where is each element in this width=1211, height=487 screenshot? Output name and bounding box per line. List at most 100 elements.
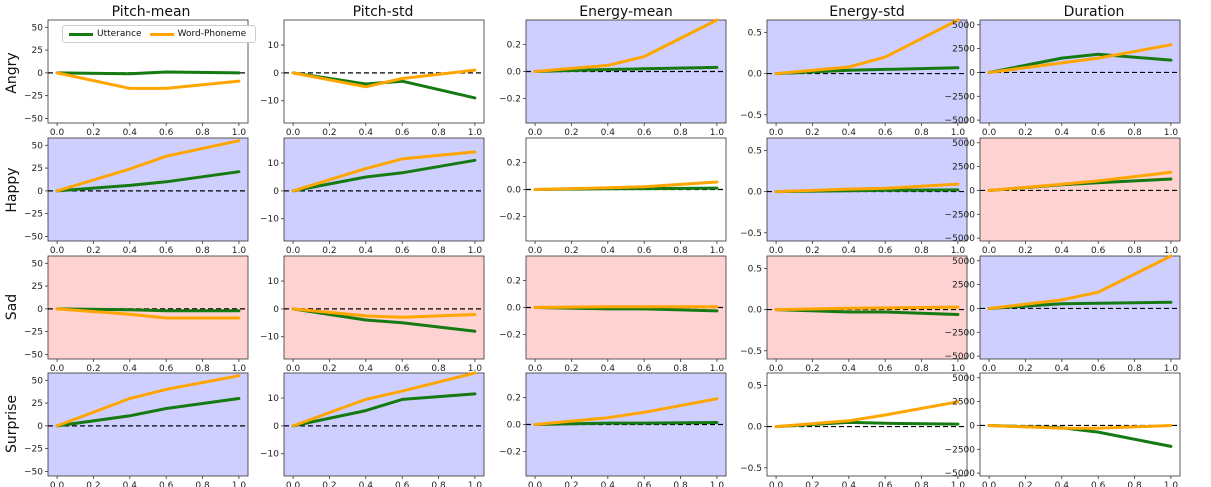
series-line-word-phoneme-angry-pitch-mean xyxy=(55,71,241,90)
xtick-label-surprise-pitch-mean: 0.2 xyxy=(86,481,100,487)
xtick-label-surprise-pitch-std: 0.0 xyxy=(286,481,301,487)
series-line-word-phoneme-sad-duration xyxy=(987,254,1173,310)
xtick-label-sad-pitch-std: 1.0 xyxy=(468,364,483,374)
xtick-label-happy-pitch-mean: 0.8 xyxy=(195,246,210,256)
series-line-utterance-surprise-pitch-std xyxy=(291,392,477,428)
series-line-word-phoneme-surprise-pitch-mean xyxy=(55,374,241,428)
ytick-label-happy-pitch-mean: −25 xyxy=(24,210,43,220)
series-line-utterance-sad-duration xyxy=(987,300,1173,310)
xtick-label-angry-pitch-std: 0.8 xyxy=(431,128,446,138)
panel-surprise-pitch-mean xyxy=(47,372,249,477)
ytick-label-surprise-pitch-mean: 25 xyxy=(32,399,43,409)
xtick-label-happy-pitch-std: 1.0 xyxy=(468,246,483,256)
panel-surprise-duration xyxy=(979,372,1181,477)
xtick-label-angry-energy-std: 0.2 xyxy=(805,128,819,138)
ytick-label-sad-energy-mean: 0.2 xyxy=(507,276,521,286)
xtick-label-happy-duration: 0.4 xyxy=(1055,246,1070,256)
ytick-label-sad-duration: −2500 xyxy=(945,328,976,338)
xtick-label-sad-energy-mean: 0.8 xyxy=(673,364,688,374)
xtick-label-surprise-duration: 0.6 xyxy=(1091,481,1106,487)
ytick-label-angry-energy-mean: 0.2 xyxy=(507,40,521,50)
xtick-label-surprise-energy-std: 0.4 xyxy=(842,481,857,487)
ytick-label-surprise-duration: 5000 xyxy=(952,374,975,384)
xtick-label-angry-energy-mean: 0.6 xyxy=(637,128,652,138)
series-line-utterance-sad-energy-std xyxy=(774,308,960,316)
xtick-label-surprise-energy-mean: 0.8 xyxy=(673,481,688,487)
ytick-label-happy-energy-std: −0.5 xyxy=(740,229,762,239)
ytick-label-surprise-energy-std: 0.0 xyxy=(748,423,763,433)
ytick-label-surprise-energy-mean: −0.2 xyxy=(499,448,521,458)
xtick-label-surprise-energy-mean: 1.0 xyxy=(710,481,725,487)
xtick-label-surprise-energy-std: 0.6 xyxy=(878,481,893,487)
series-line-word-phoneme-happy-energy-mean xyxy=(533,180,719,191)
xtick-label-happy-duration: 0.0 xyxy=(982,246,997,256)
xtick-label-surprise-energy-std: 0.0 xyxy=(769,481,784,487)
xtick-label-angry-energy-mean: 0.0 xyxy=(528,128,543,138)
series-line-utterance-angry-energy-std xyxy=(774,66,960,76)
xtick-label-happy-duration: 1.0 xyxy=(1164,246,1179,256)
xtick-label-sad-pitch-mean: 1.0 xyxy=(232,364,247,374)
xtick-label-angry-pitch-mean: 0.8 xyxy=(195,128,210,138)
series-line-word-phoneme-happy-duration xyxy=(987,170,1173,192)
xtick-label-happy-pitch-std: 0.4 xyxy=(359,246,374,256)
xtick-label-sad-energy-std: 0.4 xyxy=(842,364,857,374)
ytick-label-happy-pitch-mean: 0 xyxy=(37,187,43,197)
ytick-label-happy-duration: 2500 xyxy=(952,163,975,173)
legend-swatch-utterance xyxy=(69,32,93,36)
xtick-label-angry-pitch-std: 1.0 xyxy=(468,128,483,138)
series-line-word-phoneme-sad-pitch-std xyxy=(291,307,477,319)
xtick-label-sad-duration: 0.0 xyxy=(982,364,997,374)
xtick-label-sad-energy-std: 0.6 xyxy=(878,364,893,374)
xtick-label-happy-energy-std: 0.4 xyxy=(842,246,857,256)
ytick-label-angry-energy-std: 0.0 xyxy=(748,70,763,80)
ytick-label-sad-energy-mean: 0.0 xyxy=(507,304,522,314)
xtick-label-angry-energy-mean: 1.0 xyxy=(710,128,725,138)
xtick-label-happy-energy-std: 0.0 xyxy=(769,246,784,256)
ytick-label-angry-pitch-mean: 50 xyxy=(32,23,44,33)
xtick-label-surprise-duration: 0.0 xyxy=(982,481,997,487)
xtick-label-surprise-energy-mean: 0.4 xyxy=(601,481,616,487)
ytick-label-angry-energy-std: 0.5 xyxy=(748,28,762,38)
ytick-label-sad-energy-std: 0.5 xyxy=(748,264,762,274)
ytick-label-surprise-duration: −5000 xyxy=(945,469,976,479)
xtick-label-happy-pitch-std: 0.0 xyxy=(286,246,301,256)
ytick-label-happy-energy-mean: −0.2 xyxy=(499,213,521,223)
ytick-label-happy-pitch-mean: 25 xyxy=(32,164,43,174)
ytick-label-surprise-pitch-mean: −25 xyxy=(24,445,43,455)
xtick-label-sad-pitch-mean: 0.0 xyxy=(50,364,65,374)
panel-angry-duration xyxy=(979,19,1181,124)
series-line-utterance-surprise-pitch-mean xyxy=(55,397,241,428)
xtick-label-sad-pitch-std: 0.6 xyxy=(395,364,410,374)
legend-item-utterance: Utterance xyxy=(69,29,142,39)
xtick-label-sad-energy-std: 0.0 xyxy=(769,364,784,374)
xtick-label-angry-duration: 0.8 xyxy=(1127,128,1142,138)
ytick-label-angry-pitch-mean: 0 xyxy=(37,69,43,79)
xtick-label-angry-pitch-std: 0.0 xyxy=(286,128,301,138)
ytick-label-sad-duration: −5000 xyxy=(945,352,976,362)
xtick-label-surprise-pitch-std: 0.6 xyxy=(395,481,410,487)
series-line-utterance-angry-energy-mean xyxy=(533,65,719,73)
ytick-label-angry-energy-mean: 0.0 xyxy=(507,68,522,78)
xtick-label-surprise-pitch-mean: 0.4 xyxy=(123,481,138,487)
legend-swatch-word-phoneme xyxy=(149,32,174,36)
ytick-label-surprise-duration: −2500 xyxy=(945,445,976,455)
series-line-word-phoneme-angry-pitch-std xyxy=(291,68,477,89)
panel-sad-pitch-mean xyxy=(47,255,249,360)
xtick-label-happy-energy-std: 0.8 xyxy=(914,246,929,256)
ytick-label-sad-pitch-mean: 0 xyxy=(37,305,43,315)
xtick-label-angry-pitch-mean: 1.0 xyxy=(232,128,247,138)
xtick-label-happy-pitch-std: 0.8 xyxy=(431,246,446,256)
ytick-label-surprise-duration: 0 xyxy=(969,421,975,431)
series-line-utterance-angry-duration xyxy=(987,52,1173,74)
xtick-label-happy-pitch-mean: 0.4 xyxy=(123,246,138,256)
ytick-label-happy-energy-std: 0.5 xyxy=(748,146,762,156)
xtick-label-sad-duration: 0.4 xyxy=(1055,364,1070,374)
legend-label-utterance: Utterance xyxy=(97,29,142,39)
xtick-label-surprise-energy-mean: 0.0 xyxy=(528,481,543,487)
xtick-label-sad-energy-mean: 0.2 xyxy=(564,364,578,374)
xtick-label-sad-pitch-mean: 0.8 xyxy=(195,364,210,374)
ytick-label-sad-energy-std: −0.5 xyxy=(740,347,762,357)
xtick-label-sad-energy-std: 0.8 xyxy=(914,364,929,374)
xtick-label-angry-pitch-std: 0.6 xyxy=(395,128,410,138)
ytick-label-sad-pitch-mean: −50 xyxy=(24,350,43,360)
